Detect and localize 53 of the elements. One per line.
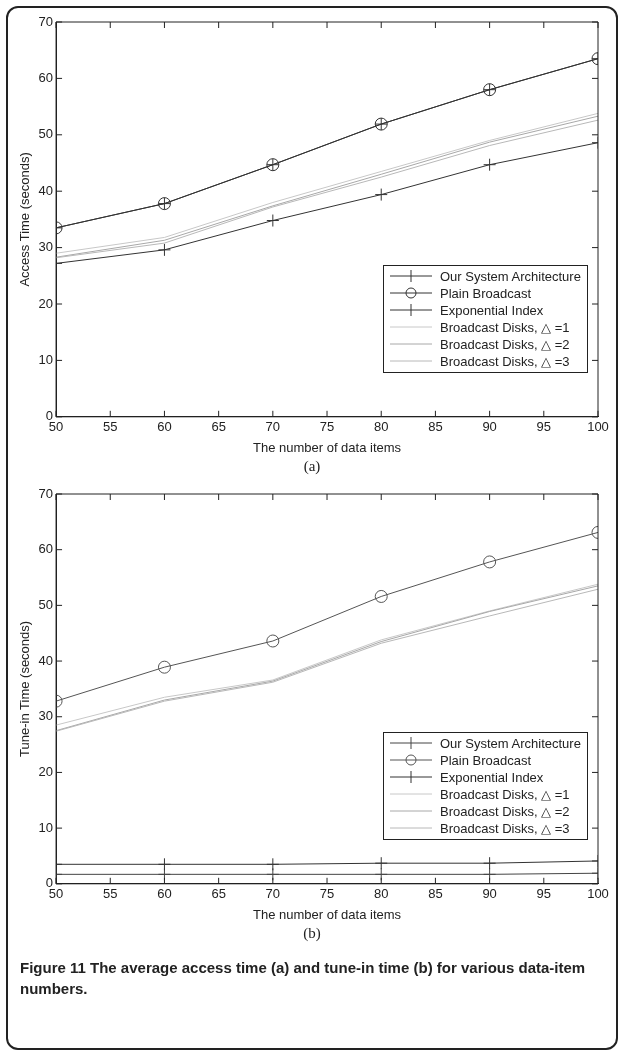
legend-label: Plain Broadcast (440, 284, 532, 302)
x-tick-label: 70 (265, 419, 281, 435)
x-tick-label: 60 (157, 419, 172, 435)
x-tick-label: 95 (536, 419, 552, 435)
legend-label: Exponential Index (440, 768, 544, 786)
y-tick-label: 20 (38, 295, 54, 311)
x-tick-label: 85 (428, 886, 443, 902)
legend-label: Our System Architecture (440, 734, 581, 752)
y-tick-label: 30 (38, 708, 54, 724)
x-tick-label: 65 (211, 886, 226, 902)
x-tick-label: 60 (157, 886, 172, 902)
legend-label: Our System Architecture (440, 267, 581, 285)
x-tick-label: 75 (319, 419, 335, 435)
legend-label: Broadcast Disks, △ =3 (440, 819, 570, 837)
x-tick-label: 95 (536, 886, 552, 902)
text: (a) (302, 458, 322, 476)
y-tick-label: 50 (38, 126, 54, 142)
legend-label: Broadcast Disks, △ =1 (440, 318, 570, 336)
text: (b) (302, 925, 322, 943)
y-axis-title: Access Time (seconds) (17, 152, 33, 287)
x-tick-label: 80 (373, 419, 389, 435)
x-tick-label: 100 (587, 419, 609, 435)
y-tick-label: 70 (38, 13, 54, 29)
y-axis-title: Tune-in Time (seconds) (17, 620, 33, 757)
x-tick-label: 100 (587, 886, 609, 902)
x-axis-title: The number of data items (252, 906, 402, 922)
x-tick-label: 70 (265, 886, 281, 902)
x-tick-label: 90 (482, 886, 497, 902)
legend-label: Broadcast Disks, △ =2 (440, 335, 570, 353)
x-axis-title: The number of data items (252, 439, 402, 455)
y-tick-label: 70 (38, 485, 54, 501)
y-tick-label: 20 (38, 764, 54, 780)
x-tick-label: 80 (373, 886, 389, 902)
legend-label: Broadcast Disks, △ =2 (440, 802, 570, 820)
x-tick-label: 55 (103, 419, 118, 435)
y-tick-label: 10 (38, 819, 54, 835)
legend-label: Plain Broadcast (440, 751, 532, 769)
x-tick-label: 90 (482, 419, 497, 435)
caption: Figure 11 The average access time (a) and tune-in time (b) for various data-item numbers. (19, 958, 587, 999)
y-tick-label: 50 (38, 596, 54, 612)
legend-label: Broadcast Disks, △ =1 (440, 785, 570, 803)
x-tick-label: 85 (428, 419, 443, 435)
y-tick-label: 40 (38, 652, 54, 668)
y-tick-label: 10 (38, 351, 54, 367)
y-tick-label: 60 (38, 69, 54, 85)
x-tick-label: 65 (211, 419, 226, 435)
legend-label: Broadcast Disks, △ =3 (440, 352, 570, 370)
x-tick-label: 55 (103, 886, 118, 902)
x-tick-label: 75 (319, 886, 335, 902)
legend-label: Exponential Index (440, 301, 544, 319)
y-tick-label: 30 (38, 239, 54, 255)
y-tick-label: 60 (38, 541, 54, 557)
y-tick-label: 40 (38, 182, 54, 198)
